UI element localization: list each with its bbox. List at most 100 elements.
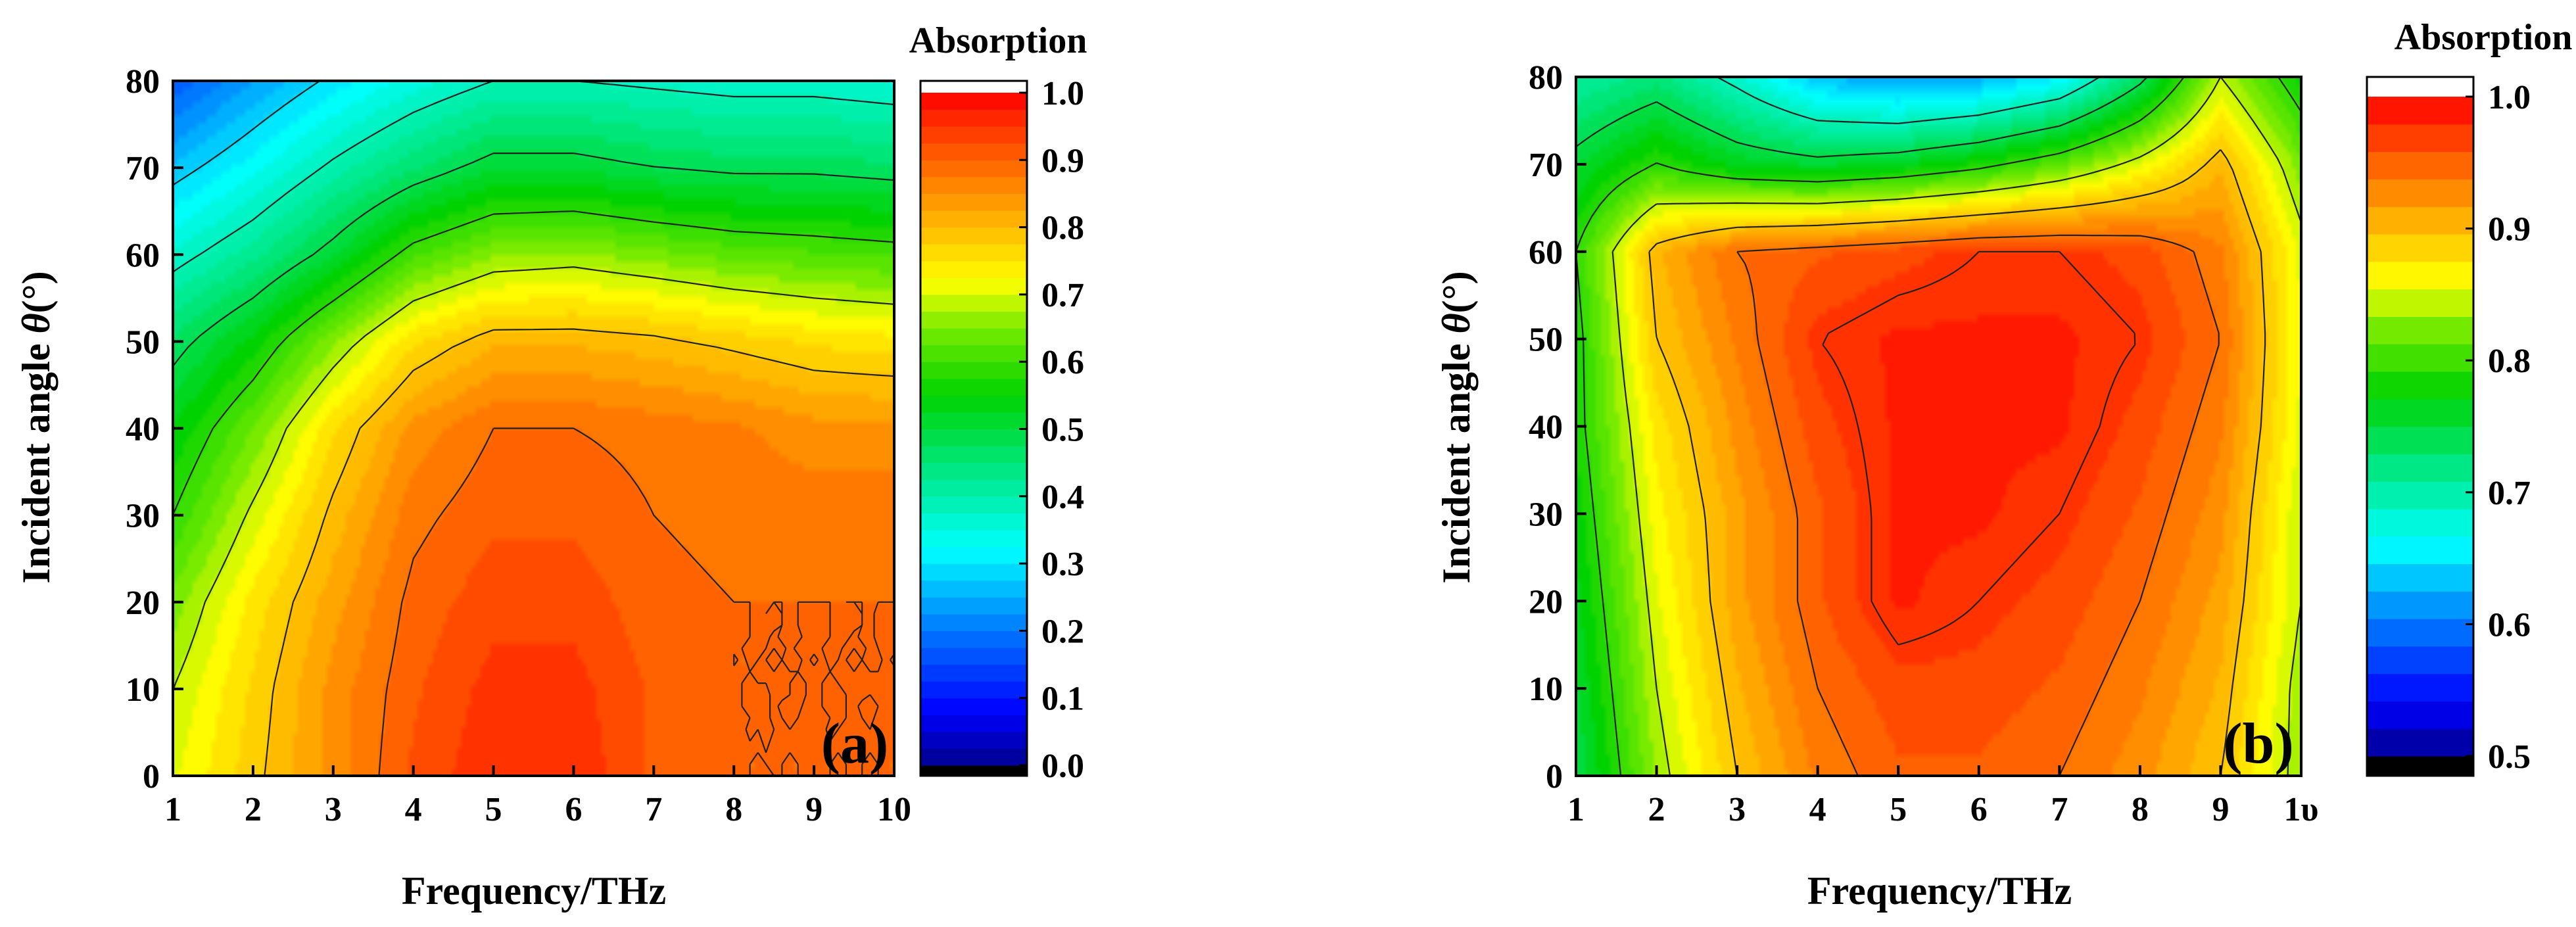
colorbar-underflow-swatch <box>920 765 1027 776</box>
colorbar-band <box>920 698 1027 715</box>
colorbar-tick-label: 0.0 <box>1041 748 1084 785</box>
colorbar-tick-label: 0.9 <box>2488 211 2531 249</box>
x-tick-label: 4 <box>1809 791 1826 828</box>
colorbar-band <box>920 294 1027 312</box>
colorbar-band <box>920 244 1027 262</box>
colorbar-band <box>920 378 1027 396</box>
colorbar-band <box>2367 316 2473 345</box>
colorbar-band <box>920 362 1027 379</box>
colorbar-tick-label: 0.3 <box>1041 546 1084 583</box>
colorbar-band <box>2367 454 2473 482</box>
contour-line <box>172 80 895 273</box>
x-tick-label: 7 <box>2051 791 2068 828</box>
y-tick-label: 10 <box>1529 671 1563 708</box>
colorbar-band <box>920 395 1027 413</box>
x-tick-label: 7 <box>645 791 662 828</box>
colorbar-band <box>2367 289 2473 317</box>
colorbar-band <box>2367 151 2473 179</box>
x-tick-label: 9 <box>805 791 823 828</box>
colorbar-band <box>2367 206 2473 235</box>
y-axis-label: Incident angle θ(°) <box>1435 271 1478 583</box>
colorbar-tick-label: 0.5 <box>2488 738 2531 776</box>
panel-label: (b) <box>2223 712 2294 776</box>
colorbar-tick-label: 0.4 <box>1041 479 1084 516</box>
y-tick-label: 30 <box>1529 496 1563 533</box>
colorbar-band <box>2367 426 2473 454</box>
colorbar-tick-label: 0.7 <box>1041 277 1084 314</box>
colorbar-band <box>920 429 1027 446</box>
colorbar-overflow-swatch <box>920 81 1027 93</box>
x-tick-label: 8 <box>2132 791 2149 828</box>
x-tick-label: 9 <box>2212 791 2229 828</box>
x-tick-label: 5 <box>1890 791 1907 828</box>
colorbar-band <box>920 193 1027 211</box>
heatmap-surface <box>1576 77 2301 776</box>
colorbar-band <box>2367 563 2473 592</box>
colorbar-tick-label: 0.1 <box>1041 680 1084 718</box>
contour-line <box>264 328 895 776</box>
colorbar-tick-label: 0.2 <box>1041 613 1084 650</box>
colorbar-band <box>920 748 1027 766</box>
colorbar-band <box>920 328 1027 346</box>
x-tick-label: 8 <box>725 791 742 828</box>
y-tick-label: 0 <box>1546 758 1563 796</box>
y-tick-label: 70 <box>1529 147 1563 184</box>
y-axis-label-text: Incident angle <box>1435 334 1478 584</box>
colorbar-band <box>920 277 1027 295</box>
colorbar-band <box>920 311 1027 329</box>
colorbar-band <box>920 126 1027 144</box>
colorbar-band <box>2367 124 2473 153</box>
contour-line <box>1716 76 2101 124</box>
y-tick-label: 20 <box>1529 583 1563 621</box>
contour-line <box>1736 234 2220 776</box>
y-axis-label: Incident angle θ(°) <box>14 271 58 583</box>
colorbar-overflow-swatch <box>2367 77 2473 97</box>
colorbar-tick-label: 1.0 <box>2488 79 2531 116</box>
colorbar-band <box>920 412 1027 430</box>
x-axis-label: Frequency/THz <box>1807 869 2072 913</box>
y-tick-label: 80 <box>126 63 160 101</box>
contour-line <box>1575 76 2148 158</box>
y-axis-label-text: Incident angle <box>14 334 58 584</box>
colorbar-band <box>920 227 1027 245</box>
colorbar-tick-label: 1.0 <box>1041 75 1084 112</box>
colorbar-band <box>920 345 1027 362</box>
colorbar-band <box>920 496 1027 513</box>
colorbar-band <box>2367 536 2473 565</box>
x-tick-label: 1 <box>1567 791 1585 828</box>
colorbar-band <box>920 446 1027 464</box>
x-tick-label: 6 <box>1970 791 1988 828</box>
y-tick-label: 40 <box>1529 409 1563 446</box>
colorbar-tick-label: 0.8 <box>2488 343 2531 380</box>
colorbar-band <box>920 597 1027 615</box>
y-axis-label-unit: (°) <box>1435 271 1478 313</box>
colorbar-band <box>920 563 1027 581</box>
y-tick-label: 60 <box>1529 234 1563 272</box>
contour-line <box>1822 250 2136 646</box>
colorbar-band <box>2367 398 2473 427</box>
colorbar-band <box>920 681 1027 699</box>
y-axis-label-unit: (°) <box>14 271 58 313</box>
colorbar-band <box>2367 701 2473 729</box>
x-tick-label: 3 <box>1729 791 1746 828</box>
colorbar-tick-label: 0.6 <box>1041 344 1084 381</box>
y-axis-label-symbol: θ <box>14 313 58 333</box>
colorbar-band <box>920 260 1027 278</box>
x-tick-label: 2 <box>245 791 262 828</box>
colorbar-band <box>2367 344 2473 372</box>
panel-label: (a) <box>821 712 889 776</box>
y-tick-label: 20 <box>126 584 160 622</box>
colorbar-band <box>2367 371 2473 400</box>
y-tick-label: 40 <box>126 411 160 448</box>
colorbar-band <box>2367 179 2473 207</box>
colorbar-band <box>920 664 1027 682</box>
colorbar-band <box>920 176 1027 195</box>
colorbar-tick-label: 0.9 <box>1041 142 1084 179</box>
colorbar-band <box>920 143 1027 160</box>
y-tick-label: 50 <box>1529 321 1563 359</box>
colorbar-band <box>920 546 1027 564</box>
x-tick-label: 1 <box>164 791 181 828</box>
colorbar-band <box>2367 646 2473 675</box>
colorbar-tick-label: 0.8 <box>1041 210 1084 247</box>
x-tick-label: 3 <box>325 791 342 828</box>
